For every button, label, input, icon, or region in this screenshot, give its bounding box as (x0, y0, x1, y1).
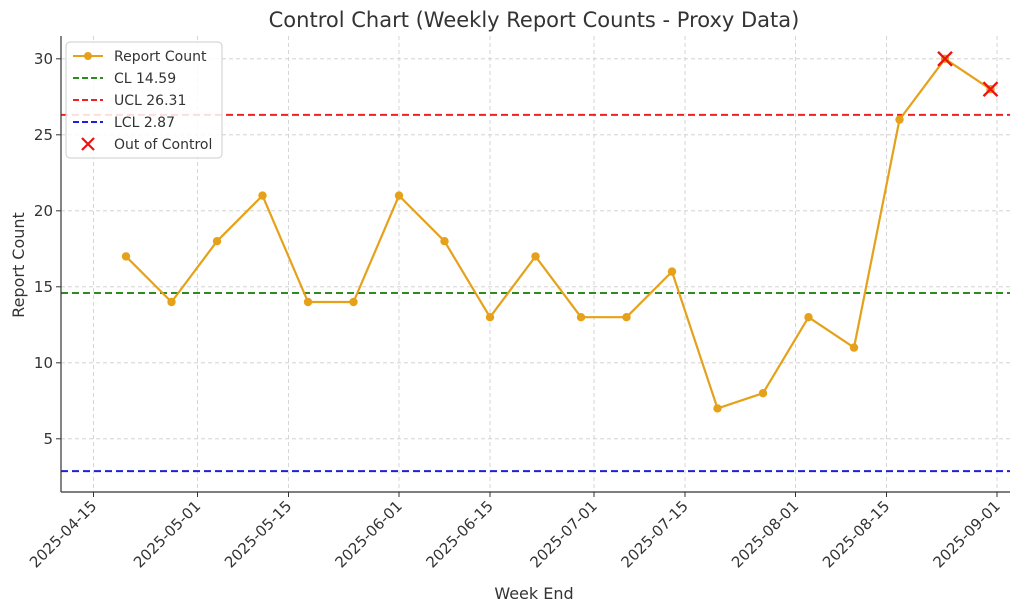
report-count-point (349, 297, 358, 307)
report-count-point (758, 389, 768, 398)
x-tick-label: 2025-09-01 (929, 497, 1003, 571)
x-mark-stroke (982, 81, 999, 98)
report-count-point (895, 115, 904, 124)
x-tick-label: 2025-08-01 (728, 497, 802, 571)
report-count-point (531, 252, 540, 261)
y-tick-label: 5 (43, 430, 53, 448)
x-tick-label: 2025-04-15 (26, 497, 100, 571)
report-count-point (258, 191, 267, 200)
y-axis-ticks: 5 10 15 20 25 30 (34, 50, 61, 448)
report-count-point (667, 267, 677, 276)
report-count-point (440, 237, 449, 246)
y-tick-label: 15 (34, 278, 53, 296)
legend-label-out-of-control: Out of Control (114, 137, 212, 153)
y-tick-label: 30 (34, 50, 53, 68)
report-count-point (713, 404, 722, 413)
out-of-control-marker (937, 50, 953, 67)
x-tick-label: 2025-08-15 (819, 497, 893, 571)
x-tick-label: 2025-07-01 (526, 497, 600, 571)
legend: Report Count CL 14.59 UCL 26.31 LCL 2.87 Out… (65, 41, 223, 159)
report-count-point (849, 343, 859, 352)
x-axis-label: Week End (494, 584, 573, 603)
x-tick-label: 2025-07-15 (617, 497, 691, 571)
report-count-point (212, 237, 222, 246)
reference-lines (61, 113, 1010, 473)
legend-label-ucl: UCL 26.31 (114, 93, 186, 109)
y-axis-label: Report Count (9, 212, 28, 318)
axes (60, 36, 1010, 493)
legend-label-report-count: Report Count (114, 49, 207, 65)
report-count-point (121, 252, 131, 261)
report-count-point (394, 191, 404, 200)
out-of-control-marker (982, 81, 999, 98)
report-count-point (303, 297, 313, 307)
y-tick-label: 25 (34, 126, 53, 144)
report-count-point (804, 313, 813, 322)
legend-box (65, 41, 223, 159)
x-tick-label: 2025-05-01 (130, 497, 204, 571)
out-of-control-markers (937, 50, 999, 98)
chart-title: Control Chart (Weekly Report Counts - Pr… (269, 8, 800, 32)
x-axis-ticks: 2025-04-15 2025-05-01 2025-05-15 2025-06-01… (26, 492, 1004, 571)
grid (61, 36, 1010, 492)
report-count-point (622, 313, 631, 322)
legend-label-lcl: LCL 2.87 (114, 115, 175, 131)
report-count-point (167, 297, 176, 307)
x-tick-label: 2025-05-15 (221, 497, 295, 571)
report-count-line (125, 57, 992, 410)
series-report-count (121, 54, 995, 413)
y-tick-label: 10 (34, 354, 53, 372)
x-tick-label: 2025-06-15 (422, 497, 496, 571)
report-count-point (485, 313, 495, 322)
y-tick-label: 20 (34, 202, 53, 220)
legend-marker-out-of-control (81, 137, 95, 151)
x-mark-stroke (937, 50, 953, 67)
legend-marker-report-count (84, 52, 92, 60)
x-tick-label: 2025-06-01 (331, 497, 405, 571)
legend-label-cl: CL 14.59 (114, 71, 176, 87)
report-count-point (576, 313, 586, 322)
